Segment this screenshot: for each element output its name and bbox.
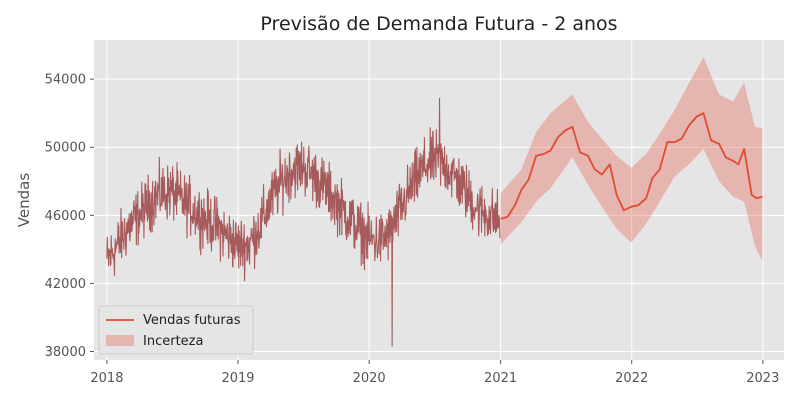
y-tick-label: 38000: [45, 345, 86, 360]
legend-uncertainty-label: Incerteza: [143, 334, 203, 349]
chart-title: Previsão de Demanda Futura - 2 anos: [260, 13, 617, 35]
y-axis-ticks: 38000 42000 46000 50000 54000: [45, 73, 94, 360]
x-tick-label: 2022: [615, 371, 648, 386]
y-tick-label: 50000: [45, 141, 86, 156]
gridlines: [94, 40, 784, 360]
forecast-series: [500, 112, 763, 220]
historical-sales-series: [106, 97, 501, 347]
y-tick-label: 42000: [45, 277, 86, 292]
x-tick-label: 2021: [484, 371, 517, 386]
legend-forecast-label: Vendas futuras: [143, 313, 241, 328]
y-axis-label: Vendas: [15, 173, 33, 228]
uncertainty-band-area: [500, 57, 763, 262]
historical-sales-line: [106, 97, 501, 347]
forecast-line: [500, 112, 763, 220]
x-tick-label: 2023: [746, 371, 779, 386]
uncertainty-band: [500, 57, 763, 262]
y-tick-label: 46000: [45, 209, 86, 224]
x-axis-ticks: 2018 2019 2020 2021 2022 2023: [90, 360, 779, 386]
y-tick-label: 54000: [45, 73, 86, 88]
x-tick-label: 2018: [90, 371, 123, 386]
x-tick-label: 2019: [221, 371, 254, 386]
x-tick-label: 2020: [353, 371, 386, 386]
legend-uncertainty-swatch: [106, 335, 134, 346]
legend-box: [98, 305, 254, 355]
legend: Vendas futuras Incerteza: [98, 305, 254, 355]
